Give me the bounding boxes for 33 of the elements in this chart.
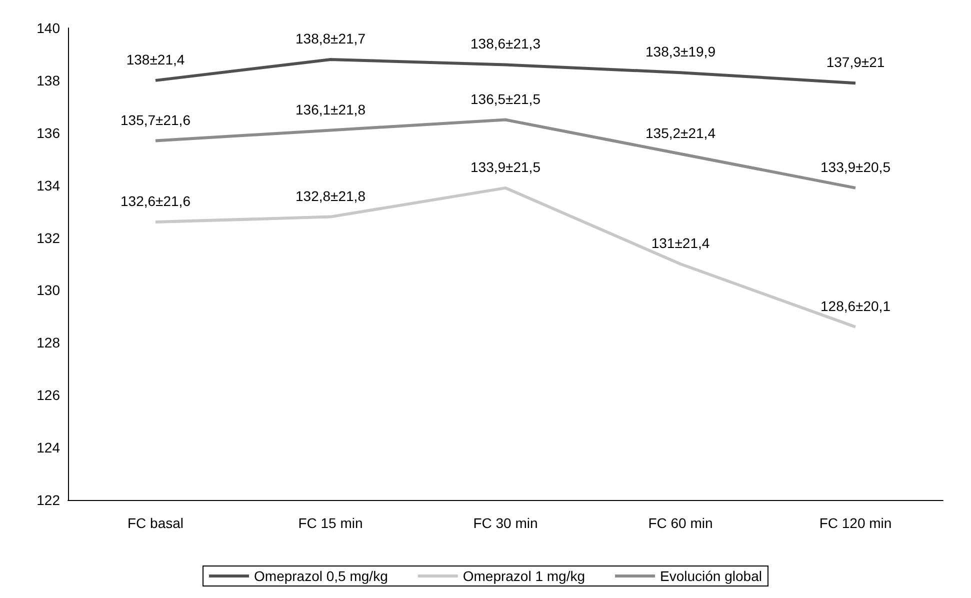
x-tick-label: FC 30 min — [473, 515, 538, 531]
data-label: 137,9±21 — [826, 54, 885, 70]
data-label: 138±21,4 — [126, 51, 185, 68]
data-label: 138,6±21,3 — [470, 36, 541, 52]
y-tick-label: 122 — [36, 492, 60, 508]
y-tick-label: 130 — [36, 282, 60, 298]
x-tick-label: FC 120 min — [819, 515, 892, 531]
y-tick-label: 138 — [36, 72, 60, 88]
y-tick-label: 124 — [36, 440, 60, 456]
y-tick-label: 140 — [36, 20, 60, 36]
data-label: 133,9±20,5 — [820, 158, 891, 175]
data-label: 133,9±21,5 — [470, 158, 541, 175]
data-label: 132,8±21,8 — [296, 188, 366, 204]
data-label: 136,1±21,8 — [296, 101, 366, 118]
x-tick-label: FC 60 min — [648, 515, 713, 531]
data-label: 138,3±19,9 — [646, 44, 716, 60]
data-label: 135,2±21,4 — [646, 124, 716, 141]
y-tick-label: 134 — [36, 177, 60, 194]
data-label: 135,7±21,6 — [120, 112, 191, 128]
y-tick-label: 128 — [36, 334, 60, 351]
data-label: 131±21,4 — [651, 235, 710, 251]
y-tick-label: 136 — [36, 124, 60, 141]
x-tick-label: FC basal — [127, 515, 184, 531]
data-label: 136,5±21,5 — [470, 90, 541, 107]
legend-label: Evolución global — [660, 568, 762, 584]
legend-label: Omeprazol 0,5 mg/kg — [254, 568, 388, 584]
x-tick-label: FC 15 min — [298, 515, 363, 531]
y-tick-label: 132 — [36, 230, 60, 246]
data-label: 132,6±21,6 — [120, 193, 191, 210]
data-label: 138,8±21,7 — [296, 30, 366, 46]
y-tick-label: 126 — [36, 387, 60, 404]
legend-label: Omeprazol 1 mg/kg — [462, 568, 586, 584]
data-label: 128,6±20,1 — [820, 298, 891, 314]
